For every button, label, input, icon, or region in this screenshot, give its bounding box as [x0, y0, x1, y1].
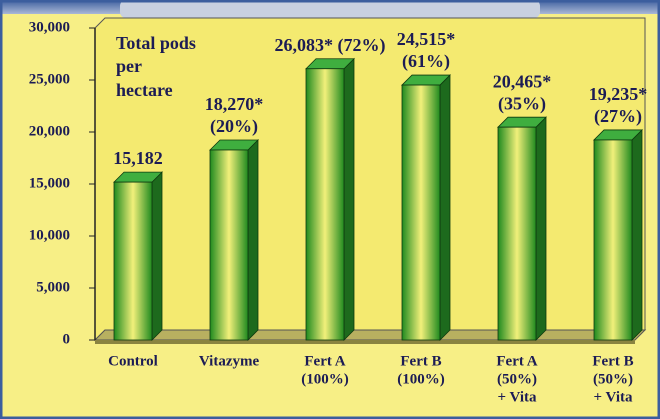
- x-tick-label: Vitazyme: [199, 353, 260, 369]
- floor-front: [95, 340, 635, 344]
- value-label: 18,270*: [205, 94, 264, 114]
- x-tick-label: Fert B: [400, 353, 441, 369]
- value-label: 20,465*: [493, 71, 552, 91]
- floor: [93, 329, 647, 341]
- bar-group: [209, 139, 259, 341]
- bar-side: [535, 116, 547, 341]
- x-tick-label: (100%): [397, 371, 445, 387]
- value-label: 24,515*: [397, 29, 456, 49]
- x-tick-label: + Vita: [498, 389, 537, 405]
- y-tick-label: 20,000: [29, 123, 70, 139]
- bar-side: [343, 57, 355, 341]
- x-tick-label: Fert B: [592, 353, 633, 369]
- bar-side: [439, 74, 451, 341]
- bar: [497, 126, 537, 341]
- bar-side: [247, 139, 259, 341]
- bar: [305, 68, 345, 341]
- title-line: per: [116, 56, 142, 76]
- bar-group: [593, 128, 643, 341]
- x-tick-label: (100%): [301, 371, 349, 387]
- value-label: 19,235*: [589, 84, 648, 104]
- bar-group: [401, 74, 451, 341]
- y-tick-label: 10,000: [29, 227, 70, 243]
- x-tick-label: + Vita: [594, 389, 633, 405]
- value-label: (35%): [498, 93, 546, 114]
- y-tick-label: 30,000: [29, 19, 70, 35]
- y-tick-label: 0: [63, 331, 71, 347]
- bar: [401, 84, 441, 341]
- bar: [593, 139, 633, 341]
- x-tick-label: (50%): [593, 371, 633, 387]
- bar-group: [305, 57, 355, 341]
- y-tick-label: 25,000: [29, 71, 70, 87]
- value-label: 15,182: [113, 148, 163, 168]
- y-tick-label: 15,000: [29, 175, 70, 191]
- value-label: 26,083* (72%): [275, 35, 386, 56]
- x-tick-label: Fert A: [496, 353, 537, 369]
- bar: [113, 181, 153, 341]
- title-line: Total pods: [116, 33, 196, 53]
- top-tab: [120, 0, 540, 18]
- bar-group: [113, 171, 163, 341]
- title-line: hectare: [116, 80, 173, 100]
- value-label: (27%): [594, 106, 642, 127]
- x-tick-label: Fert A: [304, 353, 345, 369]
- back-wall: [94, 17, 646, 342]
- bar-side: [631, 128, 643, 341]
- value-label: (61%): [402, 51, 450, 72]
- chart-title: Total pods per hectare: [116, 33, 196, 100]
- x-tick-label: (50%): [497, 371, 537, 387]
- x-tick-label: Control: [108, 353, 158, 369]
- bar-side: [151, 171, 163, 341]
- y-tick-label: 5,000: [36, 279, 70, 295]
- value-label: (20%): [210, 116, 258, 137]
- bar: [209, 149, 249, 341]
- bar-group: [497, 116, 547, 341]
